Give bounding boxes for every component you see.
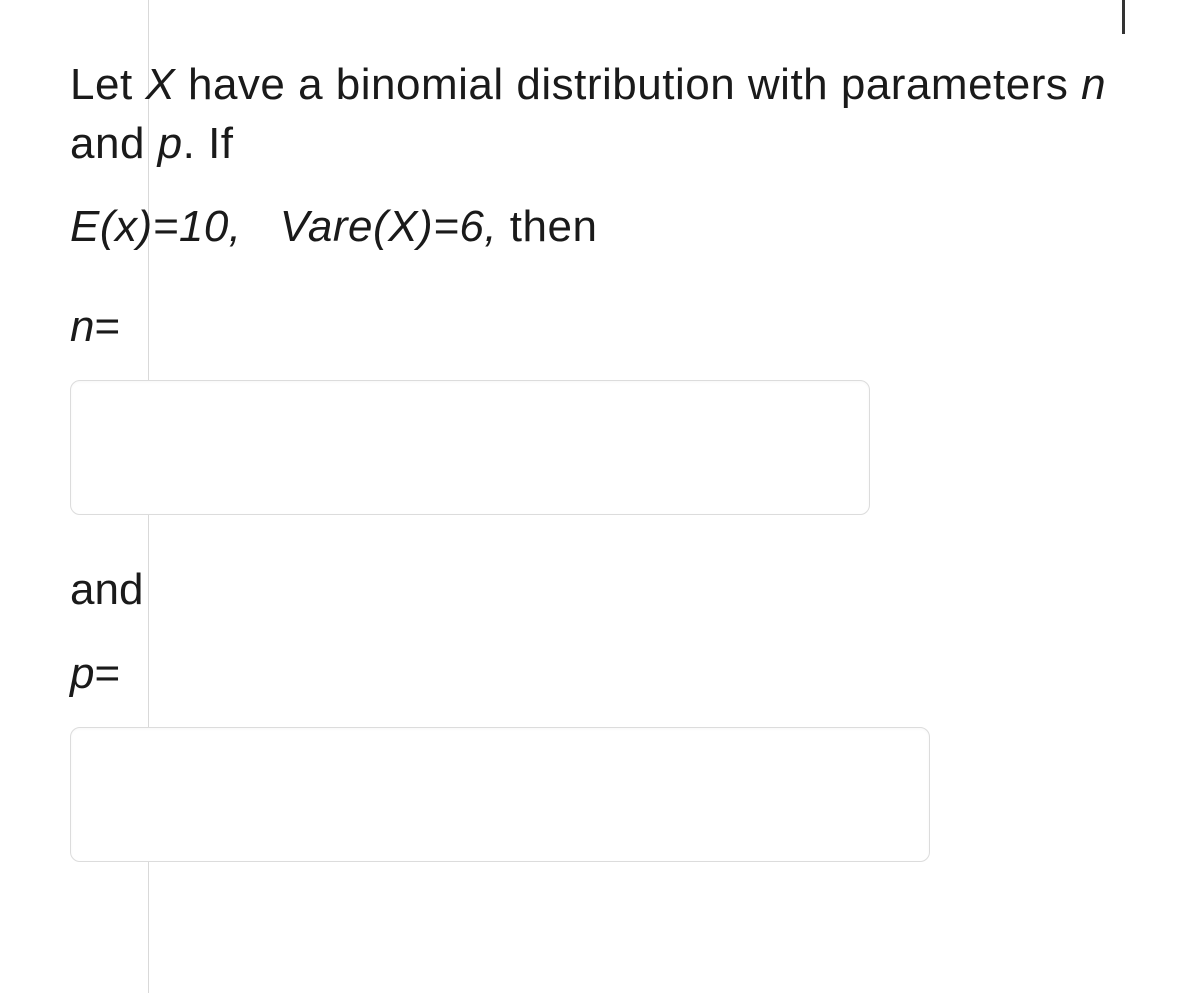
p-input[interactable]: [71, 728, 929, 861]
text-let: Let: [70, 60, 145, 109]
label-p-var: p: [70, 649, 94, 698]
expected-value: E(x)=10,: [70, 202, 242, 251]
given-values: E(x)=10, Vare(X)=6, then: [70, 202, 1130, 252]
label-p-eq: =: [94, 649, 120, 698]
variance-value: Vare(X)=6,: [280, 202, 497, 251]
var-X: X: [145, 60, 175, 109]
label-n-var: n: [70, 302, 94, 351]
answer-box-p[interactable]: [70, 727, 930, 862]
label-n: n=: [70, 302, 1130, 352]
n-input[interactable]: [71, 381, 869, 514]
label-n-eq: =: [94, 302, 120, 351]
text-and: and: [70, 119, 158, 168]
text-then: then: [497, 202, 597, 251]
text-mid: have a binomial distribution with parame…: [175, 60, 1081, 109]
text-if: . If: [183, 119, 234, 168]
answer-box-n[interactable]: [70, 380, 870, 515]
var-p: p: [158, 119, 183, 168]
var-n: n: [1081, 60, 1106, 109]
label-p: p=: [70, 649, 1130, 699]
question-container: Let X have a binomial distribution with …: [0, 0, 1200, 862]
question-intro: Let X have a binomial distribution with …: [70, 55, 1130, 174]
label-and: and: [70, 565, 1130, 615]
